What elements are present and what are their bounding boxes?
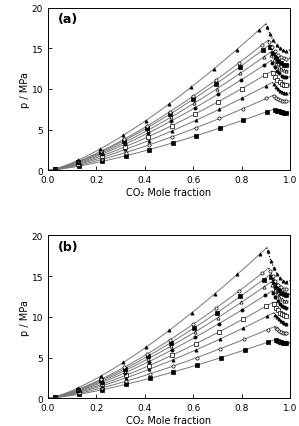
X-axis label: CO₂ Mole fraction: CO₂ Mole fraction — [126, 415, 211, 425]
X-axis label: CO₂ Mole fraction: CO₂ Mole fraction — [126, 187, 211, 198]
Y-axis label: p / MPa: p / MPa — [20, 72, 30, 108]
Text: (b): (b) — [57, 241, 78, 254]
Y-axis label: p / MPa: p / MPa — [20, 299, 30, 335]
Text: (a): (a) — [57, 13, 78, 26]
